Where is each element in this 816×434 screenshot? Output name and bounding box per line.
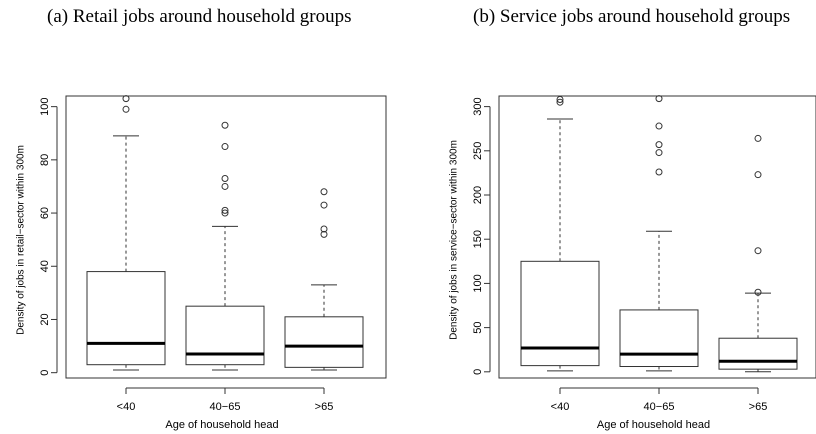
y-axis-label: Density of jobs in retail−sector within … [16,145,27,335]
y-tick-label: 150 [472,230,484,248]
outlier-point [655,95,663,103]
outlier-point [122,105,130,113]
y-tick-label: 300 [472,97,484,115]
outlier-point [320,225,328,233]
y-tick-label: 0 [472,369,484,375]
box-iqr [284,316,364,368]
x-tick-label: <40 [551,401,570,413]
box-iqr [619,309,699,368]
y-tick-label: 0 [39,370,51,376]
y-tick-label: 40 [39,260,51,272]
outlier-point [754,247,762,255]
box-iqr [520,260,600,367]
y-tick-label: 60 [39,207,51,219]
box-4065 [619,95,699,372]
outlier-point [655,149,663,157]
outlier-point [655,122,663,130]
outlier-point [221,174,229,182]
outlier-point [655,168,663,176]
outlier-point [320,188,328,196]
box-iqr [185,305,265,366]
outlier-point [754,171,762,179]
box-65 [718,134,798,373]
outlier-point [221,206,229,214]
y-tick-label: 50 [472,321,484,333]
outlier-point [320,230,328,238]
box-40 [86,95,166,371]
y-tick-label: 80 [39,154,51,166]
box-4065 [185,121,265,371]
outlier-point [754,134,762,142]
box-40 [520,96,600,372]
x-tick-label: 40−65 [210,401,241,413]
plot-frame [65,95,387,379]
outlier-point [320,201,328,209]
x-axis-label: Age of household head [165,419,278,431]
y-tick-label: 250 [472,142,484,160]
y-axis-label: Density of jobs in service−sector within… [449,140,460,340]
outlier-point [122,95,130,103]
box-65 [284,188,364,371]
y-tick-label: 200 [472,186,484,204]
outlier-point [754,288,762,296]
outlier-point [556,96,564,104]
panel-b-title: (b) Service jobs around household groups [473,6,791,27]
y-tick-label: 20 [39,313,51,325]
outlier-point [556,98,564,106]
box-iqr [718,337,798,370]
x-tick-label: 40−65 [644,401,675,413]
outlier-point [221,143,229,151]
panel-a-plot: 0 20 40 60 80 100 <40 40−65 >65 Age of household … [16,95,387,431]
outlier-point [655,141,663,149]
outlier-point [221,209,229,217]
outlier-point [221,182,229,190]
y-tick-label: 100 [39,97,51,115]
outlier-point [221,121,229,129]
x-tick-label: >65 [749,401,768,413]
x-axis-label: Age of household head [597,419,710,431]
x-tick-label: >65 [315,401,334,413]
y-tick-label: 100 [472,274,484,292]
x-tick-label: <40 [117,401,136,413]
panel-b-plot: 0 50 100 150 200 250 300 <40 40−65 >65 Age of hous… [449,95,816,431]
panel-a-title: (a) Retail jobs around household groups [47,6,352,27]
box-iqr [86,271,166,366]
